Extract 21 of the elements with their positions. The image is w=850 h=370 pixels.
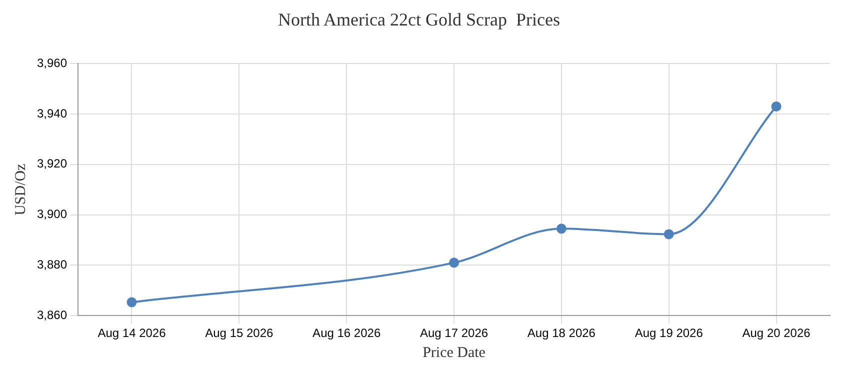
point (771, 101, 782, 112)
y-tick-label: 3,920 (37, 156, 68, 171)
x-tick-label: Aug 17 2026 (420, 326, 488, 340)
point (556, 224, 566, 234)
x-tick-label: Aug 14 2026 (98, 326, 166, 340)
x-tick-label: Aug 20 2026 (742, 326, 811, 340)
point (126, 297, 137, 308)
chart-title: North America 22ct Gold Scrap Prices (278, 10, 560, 30)
x-tick-label: Aug 16 2026 (312, 326, 381, 340)
y-tick-label: 3,960 (37, 56, 68, 70)
x-tick-label: Aug 15 2026 (205, 326, 274, 340)
point (664, 229, 674, 240)
y-axis-title: USD/Oz (12, 163, 29, 216)
y-tick-label: 3,940 (37, 106, 68, 120)
point (449, 258, 460, 268)
x-tick-label: Aug 19 2026 (634, 326, 704, 340)
y-tick-label: 3,880 (37, 258, 68, 272)
y-tick-label: 3,900 (37, 207, 68, 222)
x-axis-title: Price Date (422, 344, 486, 361)
y-tick-label: 3,860 (37, 308, 68, 322)
x-tick-label: Aug 18 2026 (527, 326, 596, 340)
